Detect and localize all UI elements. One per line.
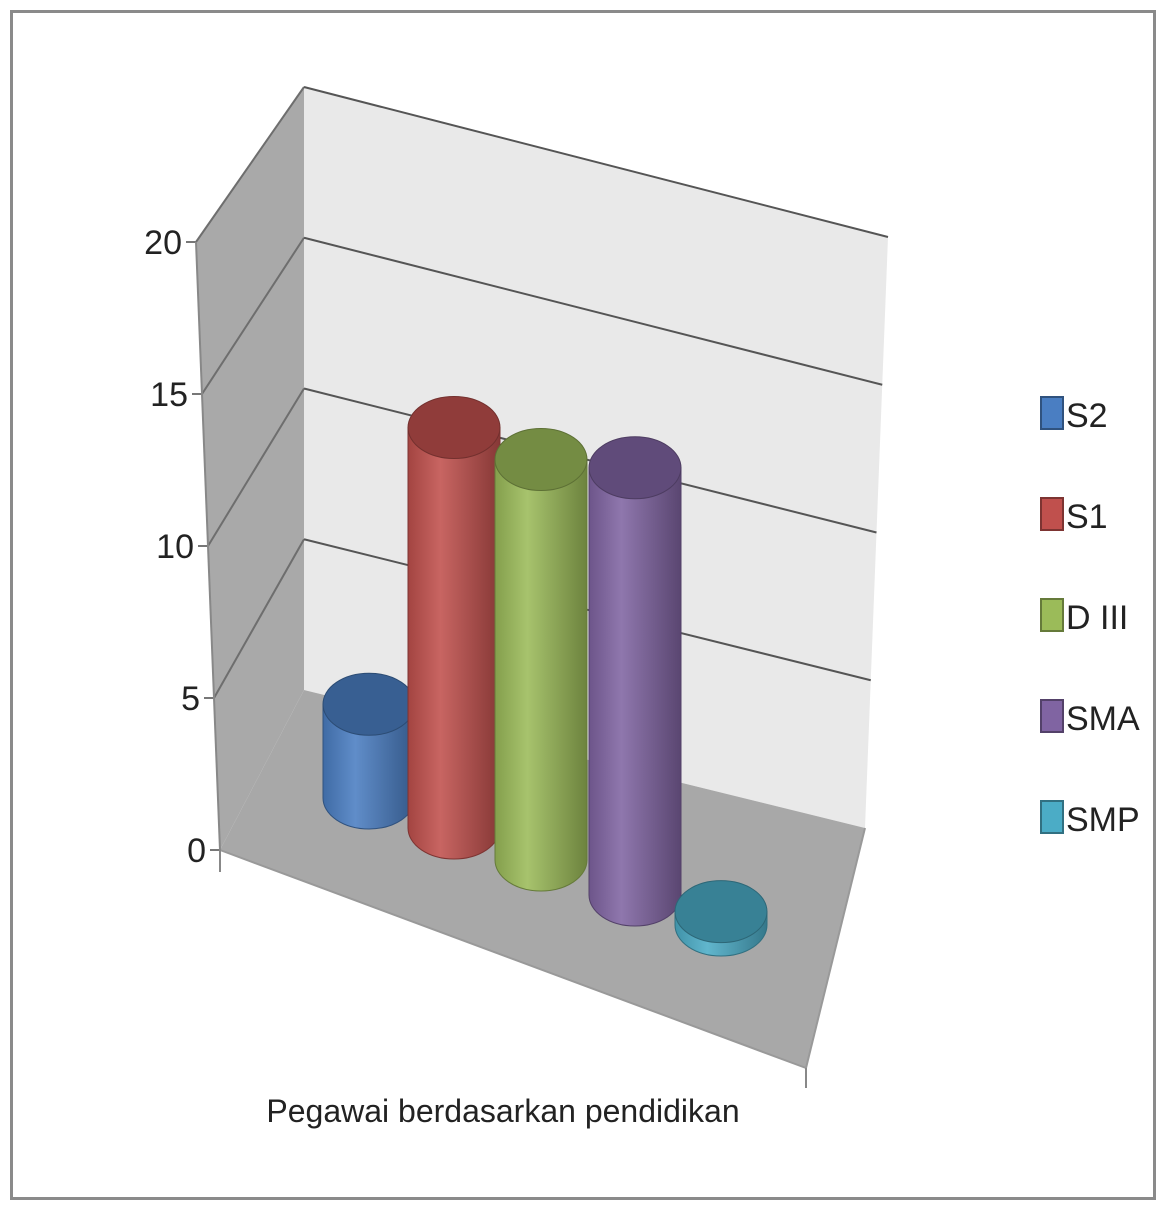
bar-body [588, 467, 682, 927]
legend-item: S2 [1040, 396, 1108, 435]
bar-smp [674, 880, 768, 957]
y-tick-label: 0 [187, 832, 206, 870]
legend-swatch [1040, 396, 1064, 430]
bar-top [322, 672, 416, 736]
y-axis-line [195, 241, 221, 851]
legend-swatch [1040, 800, 1064, 834]
floor-edge [219, 849, 807, 1069]
legend-swatch [1040, 497, 1064, 531]
bar-sma [588, 436, 682, 927]
gridline-side [195, 86, 305, 243]
gridline-back [303, 236, 883, 386]
y-tick-label: 20 [144, 224, 182, 262]
y-tick-label: 15 [150, 376, 188, 414]
category-label: Pegawai berdasarkan pendidikan [266, 1093, 739, 1129]
legend-label: SMA [1066, 700, 1140, 738]
y-tick-label: 10 [156, 528, 194, 566]
legend-item: SMP [1040, 800, 1140, 839]
bar-body [407, 427, 501, 860]
gridline-side [207, 387, 305, 547]
legend-label: D III [1066, 599, 1128, 637]
bar-top [674, 880, 768, 944]
legend-item: D III [1040, 598, 1128, 637]
legend-label: S2 [1066, 397, 1108, 435]
bar-body [494, 459, 588, 892]
legend-swatch [1040, 699, 1064, 733]
bar-top [494, 428, 588, 491]
legend-label: S1 [1066, 498, 1108, 536]
legend-swatch [1040, 598, 1064, 632]
gridline-side [213, 538, 305, 699]
bar-top [407, 396, 501, 459]
gridline-back [303, 86, 889, 238]
gridline-side [201, 237, 305, 395]
bar-s2 [322, 672, 416, 830]
legend-item: S1 [1040, 497, 1108, 536]
y-tick-label: 5 [181, 680, 200, 718]
floor-right-edge [805, 827, 866, 1069]
bar-s1 [407, 396, 501, 860]
legend-label: SMP [1066, 801, 1140, 839]
bar-top [588, 436, 682, 500]
legend-item: SMA [1040, 699, 1140, 738]
bar-d-iii [494, 428, 588, 892]
